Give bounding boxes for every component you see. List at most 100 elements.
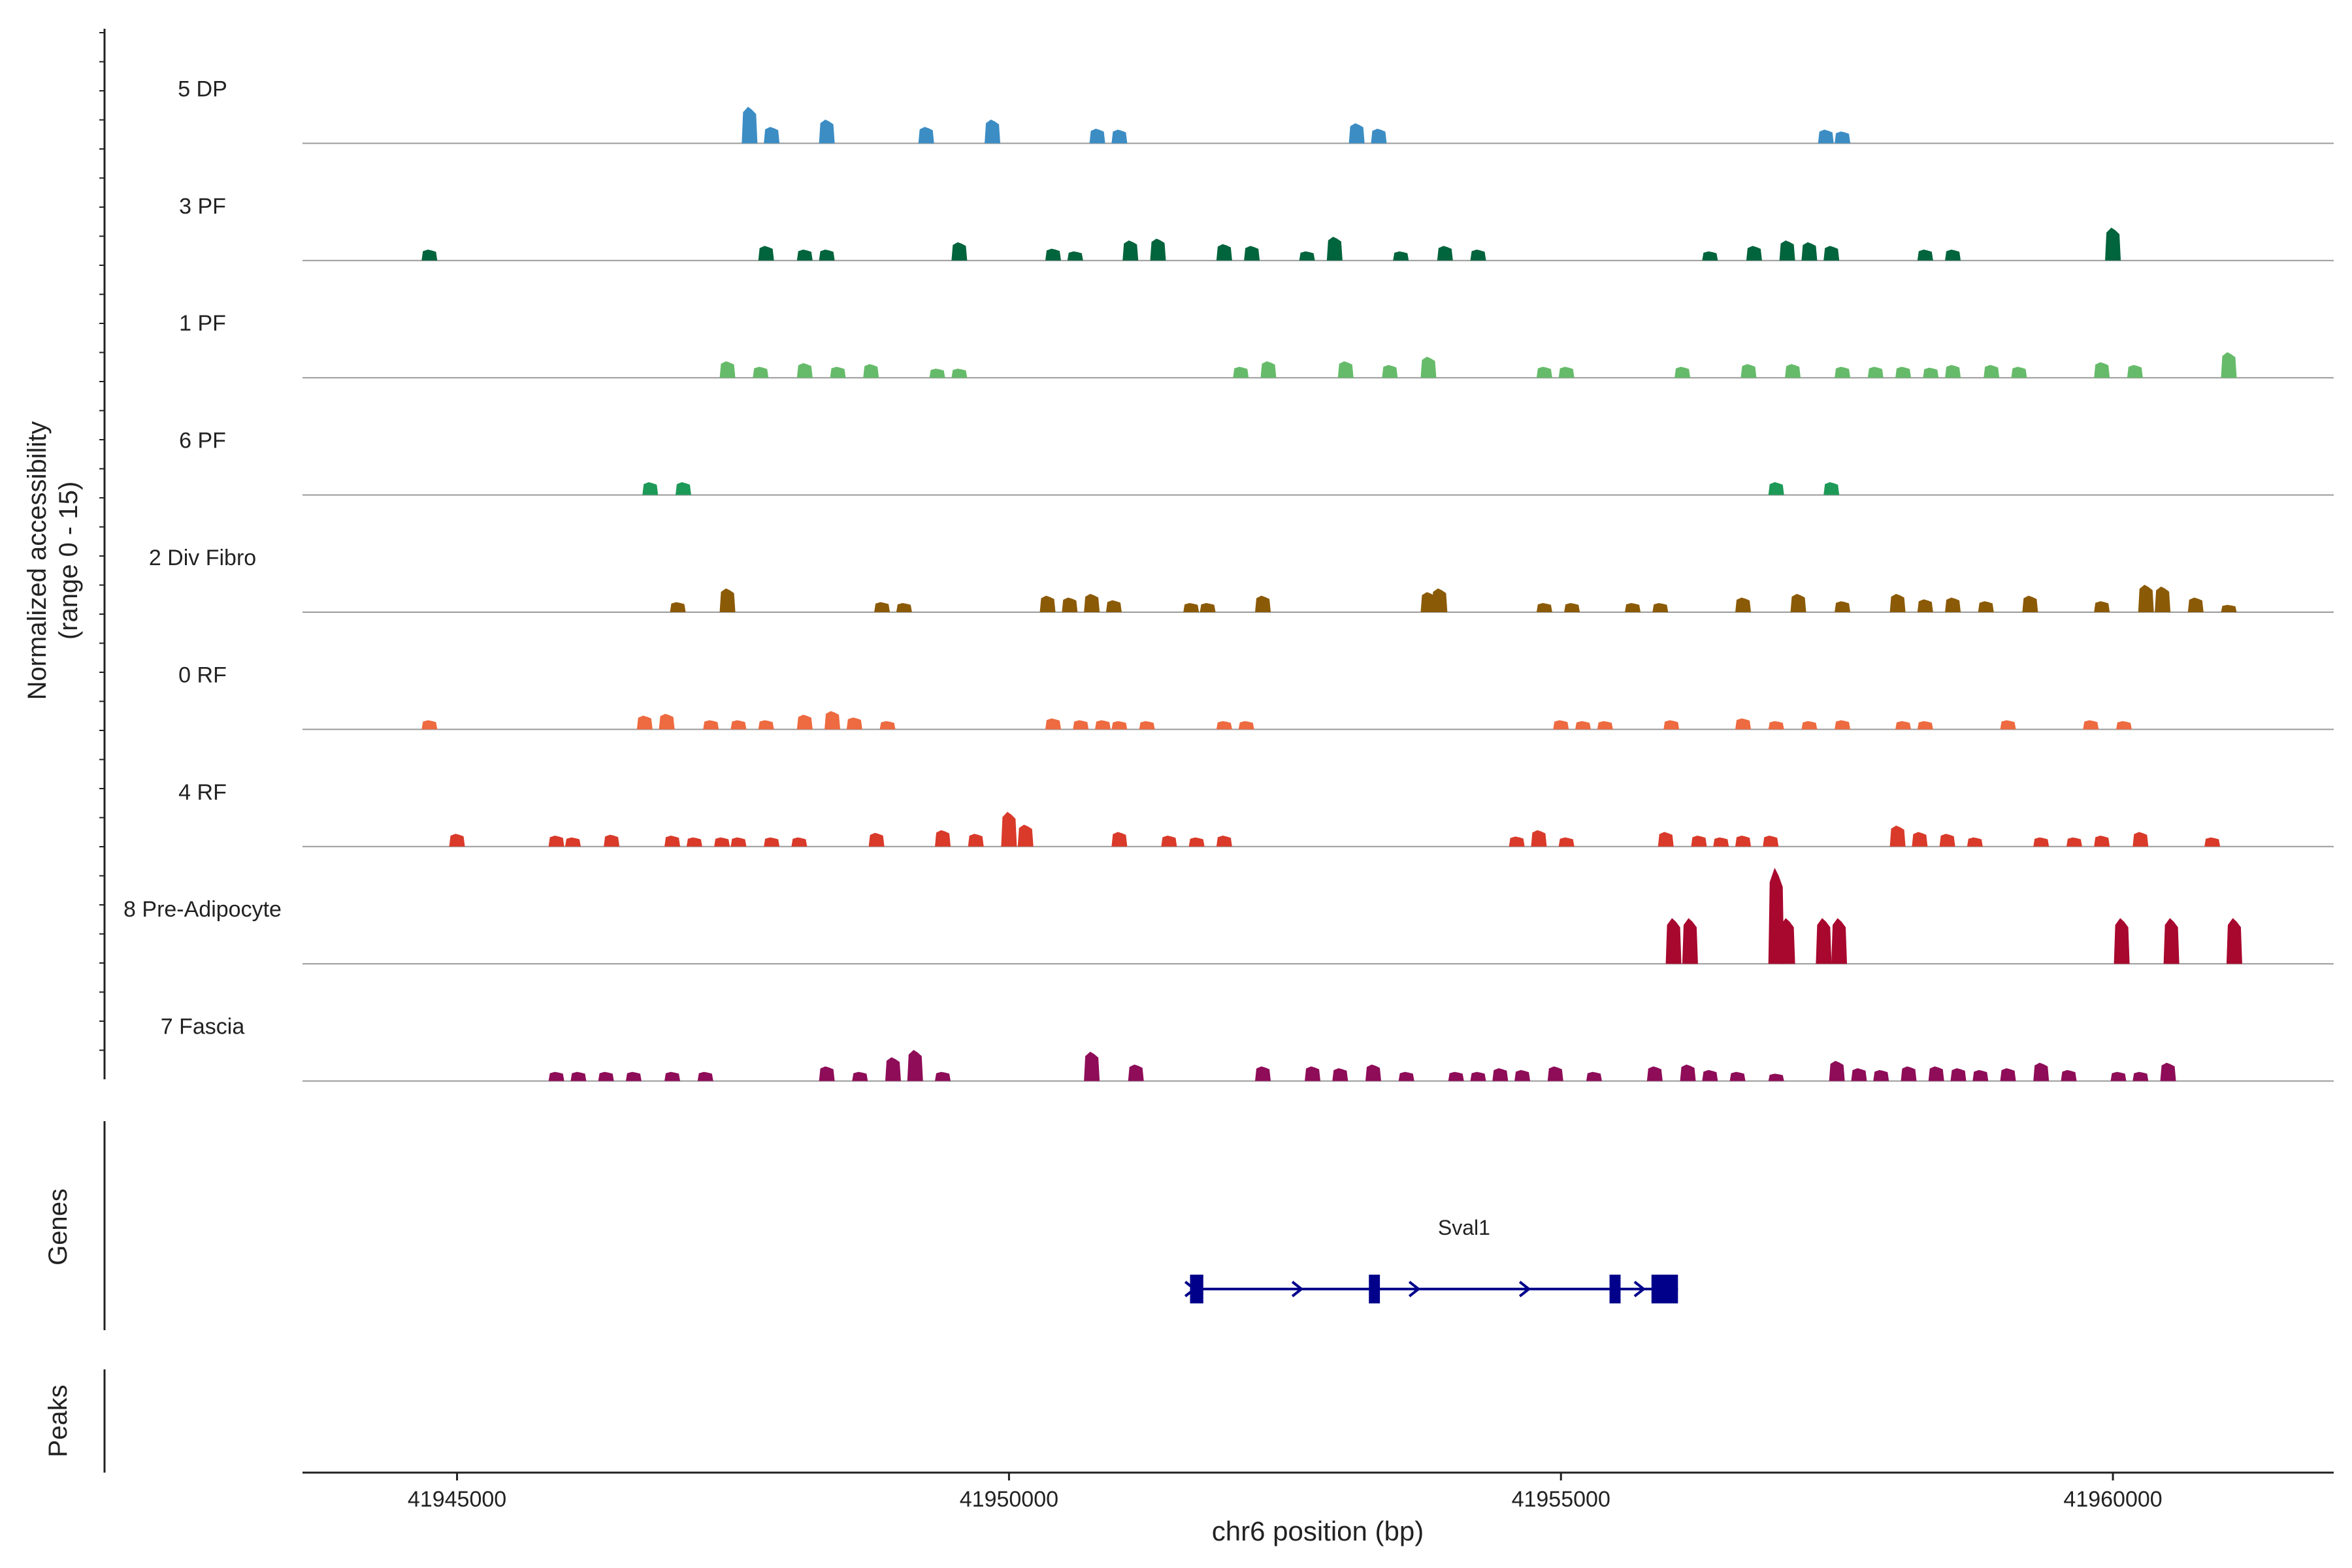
coverage-peak <box>968 834 984 847</box>
coverage-peak <box>1105 600 1122 612</box>
coverage-peak <box>1045 718 1061 730</box>
coverage-peak <box>664 836 681 847</box>
coverage-peak <box>1768 868 1784 964</box>
coverage-peak <box>1382 365 1398 378</box>
coverage-peak <box>1514 1070 1531 1081</box>
coverage-peak <box>2163 918 2180 964</box>
x-axis-title: chr6 position (bp) <box>1212 1516 1424 1546</box>
coverage-peak <box>1062 597 1078 612</box>
coverage-peak <box>1547 1066 1563 1081</box>
coverage-peak <box>1779 240 1795 261</box>
coverage-peak <box>1111 832 1128 847</box>
coverage-peak <box>1420 357 1437 378</box>
coverage-peak <box>951 368 968 378</box>
coverage-peak <box>2083 720 2099 730</box>
coverage-peak <box>1448 1071 1464 1081</box>
coverage-peak <box>636 715 653 730</box>
coverage-peak <box>1437 246 1453 261</box>
coverage-peak <box>2011 367 2027 378</box>
coverage-peak <box>1216 836 1232 847</box>
coverage-peak <box>764 127 780 144</box>
coverage-peak <box>1111 721 1128 730</box>
coverage-peak <box>1073 720 1089 730</box>
coverage-peak <box>421 720 438 730</box>
gene-exon <box>1190 1275 1203 1303</box>
coverage-peak <box>1895 367 1912 378</box>
coverage-peak <box>1332 1068 1348 1081</box>
coverage-peak <box>2115 721 2132 730</box>
coverage-peak <box>2155 586 2171 612</box>
gene-name-label: Sval1 <box>1438 1216 1490 1239</box>
track-2-div-fibro <box>302 585 2334 613</box>
coverage-peak <box>1299 251 1315 261</box>
coverage-peak <box>2033 1062 2050 1081</box>
coverage-peak <box>1984 365 2000 378</box>
coverage-peak <box>1255 1066 1271 1081</box>
coverage-peak <box>1646 1066 1663 1081</box>
coverage-peak <box>1216 721 1232 730</box>
coverage-peak <box>714 837 730 847</box>
coverage-peak <box>604 834 620 847</box>
coverage-peak <box>1702 251 1718 261</box>
coverage-peak <box>1835 131 1851 144</box>
coverage-peak <box>1768 482 1784 495</box>
coverage-peak <box>951 242 968 261</box>
coverage-peak <box>764 837 780 847</box>
coverage-peak <box>2094 601 2110 612</box>
coverage-peak <box>1183 603 1200 612</box>
coverage-peak <box>796 363 813 378</box>
coverage-peak <box>598 1071 614 1081</box>
coverage-peak <box>1682 918 1698 964</box>
coverage-peak <box>1823 482 1840 495</box>
coverage-peak <box>1735 836 1752 847</box>
track-labels: 5 DP 3 PF 1 PF 6 PF 2 Div Fibro 0 RF 4 RF 8 Pre… <box>123 76 282 1039</box>
coverage-peak <box>1470 250 1486 261</box>
coverage-peak <box>2221 604 2237 612</box>
gene-panel: Sval1 <box>1184 1216 1678 1303</box>
coverage-peak <box>1017 825 1034 847</box>
coverage-peak <box>1625 603 1641 612</box>
track-5-dp <box>302 106 2334 144</box>
coverage-peak <box>1768 1073 1784 1081</box>
coverage-peak <box>1763 836 1779 847</box>
coverage-peak <box>548 836 564 847</box>
track-label: 8 Pre-Adipocyte <box>123 897 282 922</box>
coverage-peak <box>1398 1071 1414 1081</box>
coverage-peak <box>1326 237 1343 261</box>
coverage-peak <box>1702 1070 1718 1081</box>
coverage-peak <box>1923 367 1939 378</box>
coverage-peak <box>1111 129 1128 144</box>
coverage-peak <box>1509 836 1525 847</box>
coverage-peak <box>1818 129 1834 144</box>
coverage-peak <box>1536 603 1552 612</box>
coverage-peak <box>2127 365 2143 378</box>
coverage-peak <box>1188 837 1205 847</box>
coverage-peak <box>1785 364 1801 378</box>
peaks-panel-label: Peaks <box>44 1384 73 1457</box>
coverage-peak <box>868 832 885 847</box>
coverage-peak <box>1470 1071 1486 1081</box>
coverage-peak <box>1128 1064 1144 1081</box>
coverage-peak <box>1823 246 1840 261</box>
coverage-peak <box>1216 244 1232 261</box>
coverage-peak <box>1233 367 1249 378</box>
coverage-peak <box>758 720 774 730</box>
coverage-peak <box>1912 832 1928 847</box>
coverage-peak <box>1967 837 1983 847</box>
coverage-peak <box>719 588 736 612</box>
coverage-peak <box>935 830 951 847</box>
coverage-peak <box>1122 240 1139 261</box>
coverage-peak <box>1652 603 1669 612</box>
coverage-peak <box>825 711 841 730</box>
coverage-peak <box>1928 1066 1944 1081</box>
gene-exon <box>1651 1275 1678 1303</box>
coverage-peak <box>1089 129 1105 144</box>
coverage-peak <box>879 721 896 730</box>
coverage-peak <box>1365 1064 1381 1081</box>
x-tick-label: 41960000 <box>2063 1487 2162 1512</box>
coverage-peak <box>1150 238 1166 261</box>
coverage-peak <box>1790 594 1806 612</box>
coverage-peak <box>1575 721 1592 730</box>
coverage-peak <box>2132 832 2149 847</box>
track-6-pf <box>302 482 2334 496</box>
